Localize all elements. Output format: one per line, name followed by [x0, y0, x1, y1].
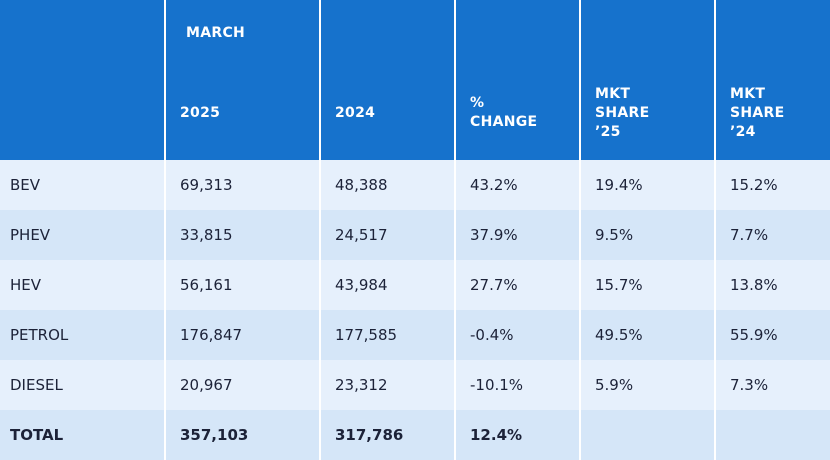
table-cell: DIESEL	[0, 360, 165, 410]
table-cell: 69,313	[164, 160, 320, 210]
table-cell: 24,517	[319, 210, 455, 260]
table-cell: 23,312	[319, 360, 455, 410]
table-body: BEV 69,313 48,388 43.2% 19.4% 15.2% PHEV 33,815…	[0, 160, 830, 460]
table-cell: 19.4%	[579, 160, 715, 210]
table-cell: 9.5%	[579, 210, 715, 260]
table-cell: 12.4%	[454, 410, 580, 460]
table-cell: 37.9%	[454, 210, 580, 260]
table-cell: 13.8%	[714, 260, 830, 310]
table-cell: 7.7%	[714, 210, 830, 260]
header-cell: 2025 MARCH	[164, 0, 320, 160]
table-cell: 5.9%	[579, 360, 715, 410]
table-cell: 33,815	[164, 210, 320, 260]
header-label: 2024	[335, 104, 376, 121]
table-cell	[579, 410, 715, 460]
table-cell: 56,161	[164, 260, 320, 310]
table-cell: 177,585	[319, 310, 455, 360]
table-cell: 55.9%	[714, 310, 830, 360]
table-cell	[714, 410, 830, 460]
header-label: 2025	[180, 104, 221, 121]
table-cell: 43,984	[319, 260, 455, 310]
table-cell: 20,967	[164, 360, 320, 410]
table-cell: 27.7%	[454, 260, 580, 310]
header-cell	[0, 0, 165, 160]
table-cell: 49.5%	[579, 310, 715, 360]
table-cell: 357,103	[164, 410, 320, 460]
table-cell: HEV	[0, 260, 165, 310]
header-label: MKT SHARE ’25	[595, 85, 650, 140]
table-cell: -0.4%	[454, 310, 580, 360]
table-cell: 317,786	[319, 410, 455, 460]
table-cell: 15.2%	[714, 160, 830, 210]
table-row: PHEV 33,815 24,517 37.9% 9.5% 7.7%	[0, 210, 830, 260]
table-row: DIESEL 20,967 23,312 -10.1% 5.9% 7.3%	[0, 360, 830, 410]
table-row: TOTAL 357,103 317,786 12.4%	[0, 410, 830, 460]
table-cell: -10.1%	[454, 360, 580, 410]
table-cell: PETROL	[0, 310, 165, 360]
table-cell: 7.3%	[714, 360, 830, 410]
header-cell: MKT SHARE ’24	[714, 0, 830, 160]
header-cell: MKT SHARE ’25	[579, 0, 715, 160]
table-cell: TOTAL	[0, 410, 165, 460]
table-row: HEV 56,161 43,984 27.7% 15.7% 13.8%	[0, 260, 830, 310]
table-cell: 48,388	[319, 160, 455, 210]
header-label: MKT SHARE ’24	[730, 85, 785, 140]
header-row: 2025 MARCH 2024 % CHANGE MKT SHARE ’25 MKT SH…	[0, 0, 830, 160]
table-cell: 43.2%	[454, 160, 580, 210]
table-cell: PHEV	[0, 210, 165, 260]
header-cell: % CHANGE	[454, 0, 580, 160]
header-cell: 2024	[319, 0, 455, 160]
table-row: BEV 69,313 48,388 43.2% 19.4% 15.2%	[0, 160, 830, 210]
table-cell: BEV	[0, 160, 165, 210]
table-cell: 15.7%	[579, 260, 715, 310]
table-cell: 176,847	[164, 310, 320, 360]
header-label: % CHANGE	[470, 95, 538, 130]
header-group-label: MARCH	[186, 25, 246, 41]
table-row: PETROL 176,847 177,585 -0.4% 49.5% 55.9%	[0, 310, 830, 360]
